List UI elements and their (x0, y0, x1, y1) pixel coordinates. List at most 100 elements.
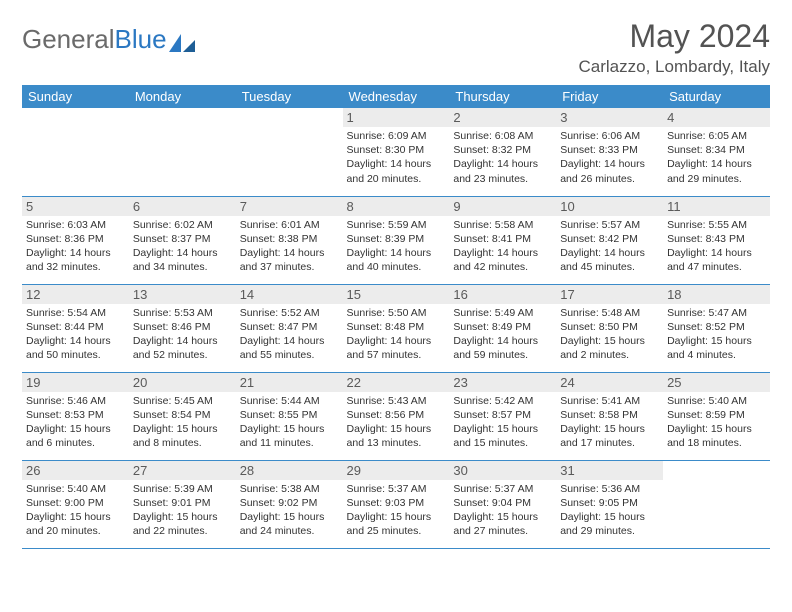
daylight: Daylight: 15 hours and 24 minutes. (240, 510, 339, 538)
calendar-cell: 1Sunrise: 6:09 AMSunset: 8:30 PMDaylight… (343, 108, 450, 196)
calendar-cell: 4Sunrise: 6:05 AMSunset: 8:34 PMDaylight… (663, 108, 770, 196)
logo-text-part2: Blue (115, 24, 167, 55)
sunset: Sunset: 9:02 PM (240, 496, 339, 510)
calendar-cell: 21Sunrise: 5:44 AMSunset: 8:55 PMDayligh… (236, 372, 343, 460)
daylight: Daylight: 14 hours and 40 minutes. (347, 246, 446, 274)
day-details: Sunrise: 5:42 AMSunset: 8:57 PMDaylight:… (453, 394, 552, 451)
day-details: Sunrise: 6:03 AMSunset: 8:36 PMDaylight:… (26, 218, 125, 275)
calendar-cell: 31Sunrise: 5:36 AMSunset: 9:05 PMDayligh… (556, 460, 663, 548)
sunrise: Sunrise: 5:53 AM (133, 306, 232, 320)
sunrise: Sunrise: 5:40 AM (26, 482, 125, 496)
daylight: Daylight: 14 hours and 47 minutes. (667, 246, 766, 274)
day-details: Sunrise: 5:52 AMSunset: 8:47 PMDaylight:… (240, 306, 339, 363)
day-number: 23 (449, 373, 556, 392)
day-details: Sunrise: 5:49 AMSunset: 8:49 PMDaylight:… (453, 306, 552, 363)
sunset: Sunset: 9:00 PM (26, 496, 125, 510)
calendar-cell: 22Sunrise: 5:43 AMSunset: 8:56 PMDayligh… (343, 372, 450, 460)
day-number: 20 (129, 373, 236, 392)
daylight: Daylight: 15 hours and 11 minutes. (240, 422, 339, 450)
calendar-cell: 28 Sunrise: 5:38 AMSunset: 9:02 PMDayligh… (236, 460, 343, 548)
sunrise: Sunrise: 5:36 AM (560, 482, 659, 496)
daylight: Daylight: 15 hours and 25 minutes. (347, 510, 446, 538)
day-details: Sunrise: 5:50 AMSunset: 8:48 PMDaylight:… (347, 306, 446, 363)
day-header: Wednesday (343, 85, 450, 108)
calendar-cell: 7 Sunrise: 6:01 AMSunset: 8:38 PMDaylight… (236, 196, 343, 284)
calendar-row: 19 Sunrise: 5:46 AMSunset: 8:53 PMDayligh… (22, 372, 770, 460)
sunrise: Sunrise: 5:49 AM (453, 306, 552, 320)
day-number: 9 (449, 197, 556, 216)
day-details: Sunrise: 5:47 AMSunset: 8:52 PMDaylight:… (667, 306, 766, 363)
day-details: Sunrise: 5:46 AMSunset: 8:53 PMDaylight:… (26, 394, 125, 451)
sunset: Sunset: 8:36 PM (26, 232, 125, 246)
day-details: Sunrise: 5:55 AMSunset: 8:43 PMDaylight:… (667, 218, 766, 275)
sunrise: Sunrise: 5:59 AM (347, 218, 446, 232)
sunset: Sunset: 8:59 PM (667, 408, 766, 422)
day-details: Sunrise: 5:59 AMSunset: 8:39 PMDaylight:… (347, 218, 446, 275)
calendar-cell: 5Sunrise: 6:03 AMSunset: 8:36 PMDaylight… (22, 196, 129, 284)
calendar-cell: 12Sunrise: 5:54 AMSunset: 8:44 PMDayligh… (22, 284, 129, 372)
calendar-table: SundayMondayTuesdayWednesdayThursdayFrid… (22, 85, 770, 549)
calendar-cell: 15Sunrise: 5:50 AMSunset: 8:48 PMDayligh… (343, 284, 450, 372)
calendar-cell: 18 Sunrise: 5:47 AMSunset: 8:52 PMDayligh… (663, 284, 770, 372)
day-number: 11 (663, 197, 770, 216)
day-header: Monday (129, 85, 236, 108)
daylight: Daylight: 15 hours and 18 minutes. (667, 422, 766, 450)
day-number: 28 (236, 461, 343, 480)
daylight: Daylight: 14 hours and 45 minutes. (560, 246, 659, 274)
daylight: Daylight: 14 hours and 37 minutes. (240, 246, 339, 274)
sunset: Sunset: 8:41 PM (453, 232, 552, 246)
sunset: Sunset: 8:42 PM (560, 232, 659, 246)
calendar-cell: 23 Sunrise: 5:42 AMSunset: 8:57 PMDayligh… (449, 372, 556, 460)
sunrise: Sunrise: 6:08 AM (453, 129, 552, 143)
sunrise: Sunrise: 6:03 AM (26, 218, 125, 232)
sunrise: Sunrise: 5:54 AM (26, 306, 125, 320)
sunset: Sunset: 8:30 PM (347, 143, 446, 157)
sunset: Sunset: 8:48 PM (347, 320, 446, 334)
day-number: 31 (556, 461, 663, 480)
day-number: 8 (343, 197, 450, 216)
daylight: Daylight: 14 hours and 29 minutes. (667, 157, 766, 185)
day-details: Sunrise: 5:38 AMSunset: 9:02 PMDaylight:… (240, 482, 339, 539)
sunrise: Sunrise: 6:09 AM (347, 129, 446, 143)
day-details: Sunrise: 5:45 AMSunset: 8:54 PMDaylight:… (133, 394, 232, 451)
daylight: Daylight: 14 hours and 20 minutes. (347, 157, 446, 185)
daylight: Daylight: 15 hours and 8 minutes. (133, 422, 232, 450)
calendar-cell (236, 108, 343, 196)
sunrise: Sunrise: 5:58 AM (453, 218, 552, 232)
daylight: Daylight: 15 hours and 17 minutes. (560, 422, 659, 450)
sunset: Sunset: 8:46 PM (133, 320, 232, 334)
daylight: Daylight: 15 hours and 15 minutes. (453, 422, 552, 450)
daylight: Daylight: 14 hours and 57 minutes. (347, 334, 446, 362)
calendar-row: 1Sunrise: 6:09 AMSunset: 8:30 PMDaylight… (22, 108, 770, 196)
sunrise: Sunrise: 5:42 AM (453, 394, 552, 408)
day-details: Sunrise: 6:08 AMSunset: 8:32 PMDaylight:… (453, 129, 552, 186)
calendar-cell: 17Sunrise: 5:48 AMSunset: 8:50 PMDayligh… (556, 284, 663, 372)
calendar-row: 5Sunrise: 6:03 AMSunset: 8:36 PMDaylight… (22, 196, 770, 284)
day-number: 19 (22, 373, 129, 392)
day-details: Sunrise: 5:57 AMSunset: 8:42 PMDaylight:… (560, 218, 659, 275)
day-details: Sunrise: 5:43 AMSunset: 8:56 PMDaylight:… (347, 394, 446, 451)
daylight: Daylight: 15 hours and 22 minutes. (133, 510, 232, 538)
day-details: Sunrise: 5:58 AMSunset: 8:41 PMDaylight:… (453, 218, 552, 275)
calendar-cell: 24Sunrise: 5:41 AMSunset: 8:58 PMDayligh… (556, 372, 663, 460)
day-number: 18 (663, 285, 770, 304)
calendar-cell: 8 Sunrise: 5:59 AMSunset: 8:39 PMDaylight… (343, 196, 450, 284)
day-details: Sunrise: 5:53 AMSunset: 8:46 PMDaylight:… (133, 306, 232, 363)
sunrise: Sunrise: 5:41 AM (560, 394, 659, 408)
day-number: 7 (236, 197, 343, 216)
sunset: Sunset: 8:37 PM (133, 232, 232, 246)
daylight: Daylight: 14 hours and 59 minutes. (453, 334, 552, 362)
day-number: 26 (22, 461, 129, 480)
sunset: Sunset: 9:05 PM (560, 496, 659, 510)
sunset: Sunset: 8:43 PM (667, 232, 766, 246)
sunrise: Sunrise: 5:46 AM (26, 394, 125, 408)
sunset: Sunset: 8:38 PM (240, 232, 339, 246)
calendar-cell: 30Sunrise: 5:37 AMSunset: 9:04 PMDayligh… (449, 460, 556, 548)
sunrise: Sunrise: 5:57 AM (560, 218, 659, 232)
calendar-cell: 10Sunrise: 5:57 AMSunset: 8:42 PMDayligh… (556, 196, 663, 284)
day-number: 29 (343, 461, 450, 480)
header: GeneralBlue May 2024 Carlazzo, Lombardy,… (22, 18, 770, 77)
day-number: 14 (236, 285, 343, 304)
sunrise: Sunrise: 6:01 AM (240, 218, 339, 232)
calendar-body: 1Sunrise: 6:09 AMSunset: 8:30 PMDaylight… (22, 108, 770, 548)
